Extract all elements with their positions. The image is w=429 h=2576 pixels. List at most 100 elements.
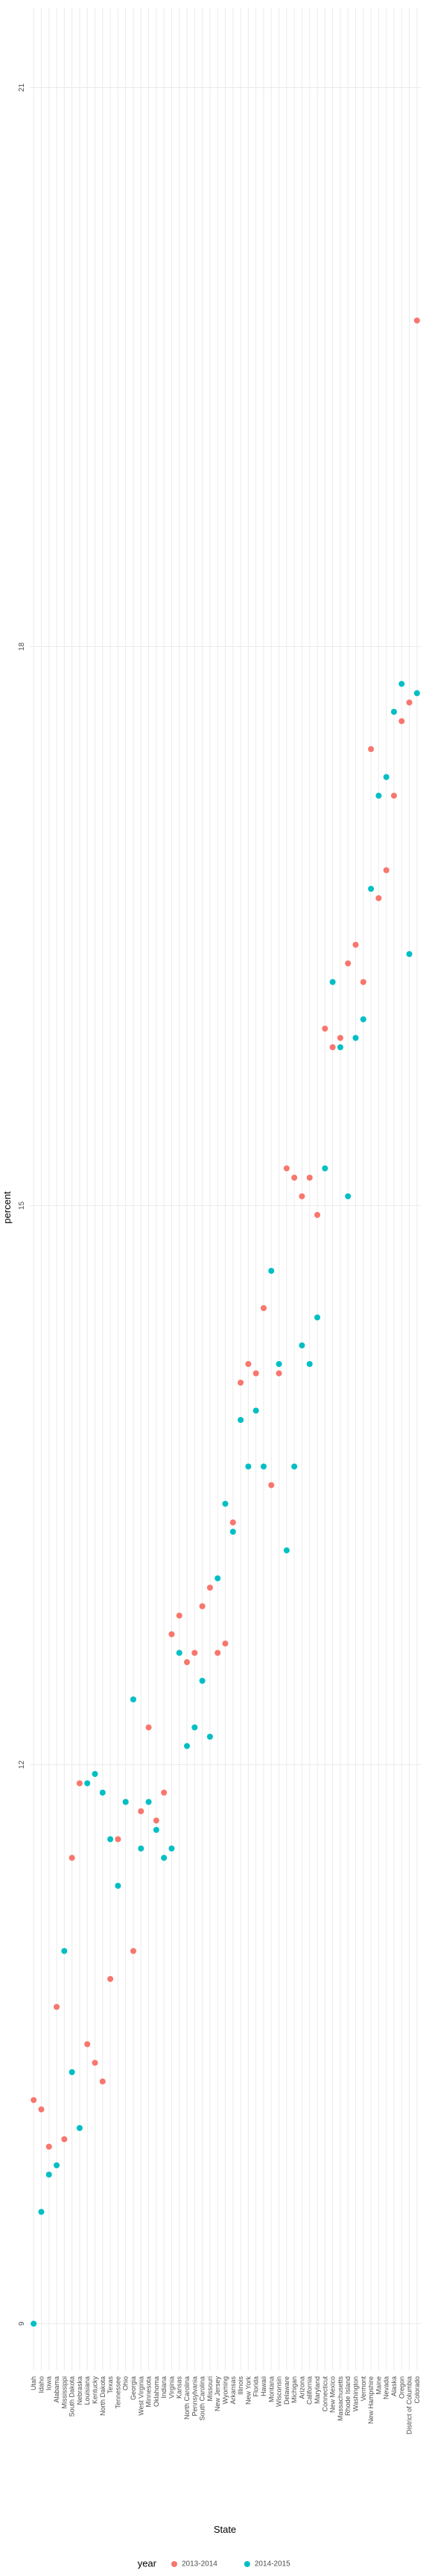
- point: [138, 1808, 144, 1814]
- point: [130, 1696, 136, 1702]
- point: [54, 2004, 60, 2010]
- x-tick-label: Illinois: [237, 2376, 244, 2396]
- point: [268, 1268, 275, 1274]
- point: [31, 2097, 37, 2103]
- point: [322, 1026, 328, 1032]
- point: [368, 886, 375, 892]
- point: [299, 1342, 305, 1348]
- x-tick-label: Delaware: [283, 2376, 290, 2405]
- x-tick-label: Missouri: [206, 2376, 214, 2402]
- point: [413, 690, 420, 696]
- legend-marker: [244, 2561, 250, 2567]
- x-tick-label: Arizona: [298, 2376, 305, 2399]
- point: [276, 1370, 282, 1377]
- point: [222, 1500, 229, 1507]
- point: [206, 1585, 213, 1591]
- x-tick-label: Rhode Island: [344, 2376, 352, 2416]
- point: [107, 1976, 114, 1982]
- point: [352, 941, 359, 948]
- point: [291, 1463, 298, 1470]
- legend-title: year: [138, 2557, 157, 2569]
- x-tick-label: Massachusetts: [337, 2376, 344, 2422]
- point: [238, 1417, 244, 1423]
- x-tick-label: New York: [244, 2376, 252, 2405]
- point: [314, 1212, 321, 1218]
- point: [398, 718, 405, 724]
- x-tick-label: Indiana: [160, 2376, 168, 2399]
- point: [368, 746, 375, 752]
- x-tick-label: Washington: [352, 2376, 360, 2411]
- x-tick-label: Connecticut: [321, 2376, 328, 2412]
- point: [145, 1799, 152, 1805]
- x-axis-title: State: [214, 2524, 236, 2535]
- point: [69, 2069, 75, 2075]
- point: [130, 1948, 136, 1954]
- point: [69, 1854, 75, 1861]
- x-tick-label: New Jersey: [214, 2376, 221, 2412]
- point: [299, 1193, 305, 1199]
- x-tick-label: Alaska: [390, 2376, 398, 2396]
- point: [375, 895, 382, 901]
- x-tick-label: Idaho: [37, 2376, 45, 2393]
- point: [107, 1836, 114, 1843]
- point: [115, 1883, 121, 1889]
- point: [222, 1641, 229, 1647]
- point: [390, 792, 397, 799]
- point: [45, 2171, 52, 2178]
- x-tick-label: South Dakota: [69, 2376, 76, 2417]
- x-tick-label: Pennsylvania: [191, 2376, 198, 2416]
- point: [168, 1846, 175, 1852]
- x-tick-label: Virginia: [168, 2376, 175, 2399]
- point: [76, 1780, 83, 1787]
- x-tick-label: Vermont: [360, 2376, 367, 2402]
- point: [38, 2209, 45, 2215]
- point: [184, 1659, 191, 1665]
- point: [84, 2041, 91, 2048]
- point: [406, 951, 413, 957]
- y-tick-label: 21: [18, 83, 26, 92]
- x-tick-label: Utah: [30, 2376, 37, 2390]
- x-tick-label: Alabama: [53, 2376, 60, 2403]
- legend-marker: [171, 2561, 177, 2567]
- x-tick-label: Michigan: [290, 2376, 298, 2403]
- x-tick-label: Texas: [107, 2376, 114, 2394]
- point: [352, 1035, 359, 1041]
- y-tick-label: 12: [18, 1761, 26, 1770]
- legend-label: 2013-2014: [182, 2560, 217, 2569]
- point: [76, 2125, 83, 2131]
- point: [229, 1529, 236, 1535]
- point: [345, 1193, 352, 1199]
- point: [115, 1836, 121, 1843]
- x-tick-label: Louisiana: [83, 2376, 91, 2405]
- point: [260, 1305, 267, 1311]
- point: [283, 1165, 290, 1172]
- point: [229, 1519, 236, 1526]
- x-tick-label: Arkansas: [229, 2376, 237, 2405]
- point: [206, 1734, 213, 1740]
- point: [191, 1724, 198, 1731]
- point: [276, 1361, 282, 1367]
- x-tick-label: Kansas: [176, 2376, 183, 2399]
- x-tick-label: Minnesota: [145, 2376, 153, 2408]
- point: [398, 681, 405, 687]
- point: [383, 867, 390, 874]
- point: [61, 2136, 68, 2142]
- x-tick-label: Nebraska: [76, 2376, 83, 2405]
- x-tick-label: Colorado: [413, 2376, 421, 2404]
- point: [84, 1780, 91, 1787]
- x-tick-label: Kentucky: [92, 2376, 99, 2405]
- x-tick-label: Iowa: [45, 2376, 53, 2390]
- point: [360, 1016, 366, 1023]
- point: [245, 1463, 252, 1470]
- point: [168, 1631, 175, 1638]
- point: [329, 979, 336, 985]
- legend-label: 2014-2015: [255, 2560, 290, 2569]
- point: [61, 1948, 68, 1954]
- point: [306, 1361, 313, 1367]
- point: [184, 1743, 191, 1749]
- x-tick-label: South Carolina: [199, 2376, 206, 2421]
- x-tick-label: Tennessee: [114, 2376, 121, 2409]
- point: [306, 1175, 313, 1181]
- point: [92, 2059, 98, 2066]
- point: [260, 1463, 267, 1470]
